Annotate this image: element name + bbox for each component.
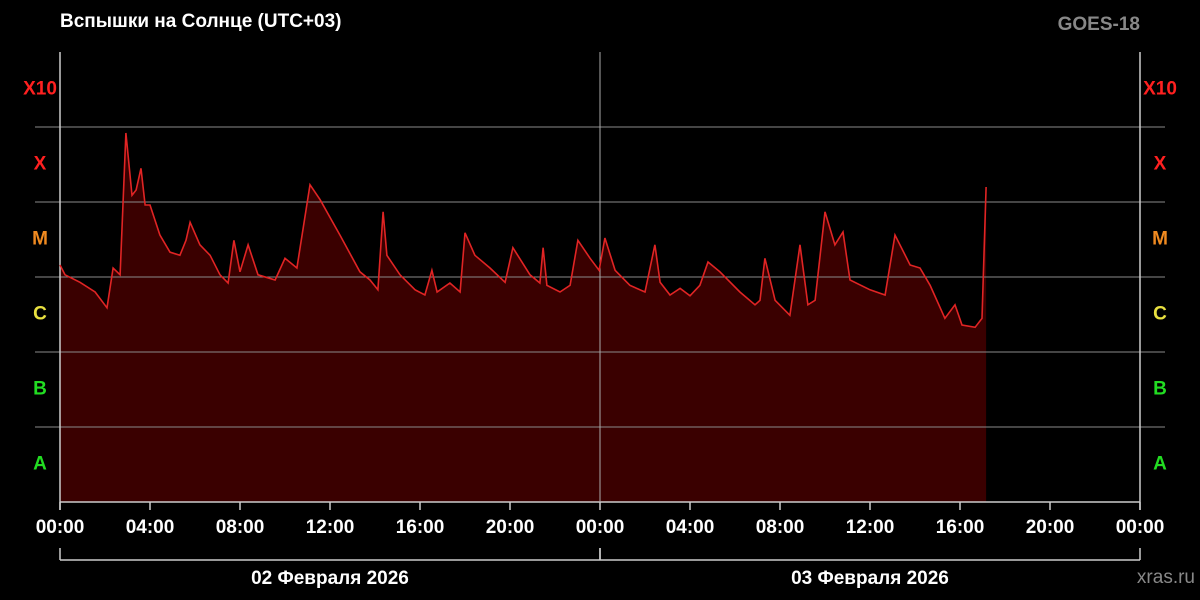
y-tick-label: X10 bbox=[23, 79, 57, 100]
y-tick-label: B bbox=[33, 379, 47, 400]
x-tick-label: 04:00 bbox=[126, 517, 175, 538]
x-tick-label: 16:00 bbox=[936, 517, 985, 538]
x-tick-label: 08:00 bbox=[216, 517, 265, 538]
y-tick-label: A bbox=[33, 454, 47, 475]
x-tick-label: 20:00 bbox=[486, 517, 535, 538]
x-tick-label: 00:00 bbox=[576, 517, 625, 538]
satellite-label: GOES-18 bbox=[1058, 14, 1140, 35]
flux-area bbox=[60, 133, 987, 502]
y-tick-label: X bbox=[34, 154, 47, 175]
x-tick-label: 12:00 bbox=[846, 517, 895, 538]
x-tick-label: 16:00 bbox=[396, 517, 445, 538]
y-tick-label: B bbox=[1153, 379, 1167, 400]
x-tick-label: 12:00 bbox=[306, 517, 355, 538]
y-tick-label: C bbox=[33, 304, 47, 325]
x-tick-label: 04:00 bbox=[666, 517, 715, 538]
y-tick-label: M bbox=[1152, 229, 1168, 250]
y-tick-label: A bbox=[1153, 454, 1167, 475]
x-tick-label: 20:00 bbox=[1026, 517, 1075, 538]
chart-title: Вспышки на Солнце (UTC+03) bbox=[60, 11, 341, 32]
day-label: 03 Февраля 2026 bbox=[791, 568, 949, 589]
x-tick-label: 00:00 bbox=[1116, 517, 1165, 538]
flux-line bbox=[59, 132, 987, 329]
y-tick-label: M bbox=[32, 229, 48, 250]
x-tick-label: 00:00 bbox=[36, 517, 85, 538]
day-label: 02 Февраля 2026 bbox=[251, 568, 409, 589]
x-tick-label: 08:00 bbox=[756, 517, 805, 538]
y-tick-label: C bbox=[1153, 304, 1167, 325]
source-label: xras.ru bbox=[1137, 567, 1195, 588]
y-tick-label: X10 bbox=[1143, 79, 1177, 100]
y-tick-label: X bbox=[1154, 154, 1167, 175]
